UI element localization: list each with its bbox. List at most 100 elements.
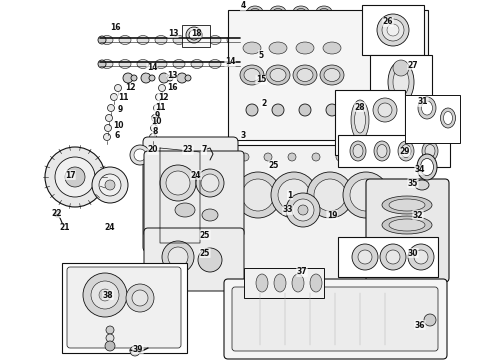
Text: 27: 27 [408, 60, 418, 69]
Circle shape [55, 157, 95, 197]
Ellipse shape [244, 68, 260, 81]
Text: 11: 11 [155, 103, 165, 112]
Ellipse shape [292, 274, 304, 292]
Text: 8: 8 [152, 126, 158, 135]
Circle shape [336, 153, 344, 161]
Circle shape [115, 85, 122, 91]
Text: 39: 39 [133, 345, 143, 354]
Text: 16: 16 [110, 23, 120, 32]
Circle shape [160, 165, 196, 201]
Circle shape [408, 244, 434, 270]
Ellipse shape [353, 144, 363, 158]
Circle shape [235, 172, 281, 218]
Ellipse shape [209, 36, 221, 45]
Circle shape [272, 104, 284, 116]
Circle shape [83, 273, 127, 317]
Circle shape [198, 248, 222, 272]
Text: 4: 4 [241, 1, 245, 10]
Ellipse shape [323, 42, 341, 54]
Ellipse shape [382, 259, 432, 277]
Circle shape [126, 284, 154, 312]
Ellipse shape [240, 65, 264, 85]
Ellipse shape [191, 59, 203, 68]
Circle shape [105, 180, 115, 190]
Circle shape [201, 174, 219, 192]
Ellipse shape [119, 59, 131, 68]
Circle shape [132, 290, 148, 306]
FancyBboxPatch shape [366, 179, 449, 282]
Text: 6: 6 [114, 131, 120, 140]
Circle shape [168, 247, 188, 267]
Ellipse shape [389, 262, 425, 274]
Text: 32: 32 [413, 211, 423, 220]
Ellipse shape [354, 107, 366, 133]
Bar [338, 237, 438, 277]
Circle shape [159, 73, 169, 83]
Text: 11: 11 [118, 93, 128, 102]
Ellipse shape [209, 59, 221, 68]
Circle shape [382, 19, 404, 41]
Text: 15: 15 [256, 76, 266, 85]
Text: 7: 7 [201, 145, 207, 154]
Circle shape [149, 75, 155, 81]
Ellipse shape [388, 61, 414, 103]
Text: 10: 10 [151, 117, 161, 126]
Circle shape [326, 104, 338, 116]
FancyBboxPatch shape [144, 151, 244, 237]
Ellipse shape [418, 97, 436, 119]
Text: 13: 13 [167, 71, 177, 80]
Circle shape [103, 134, 111, 140]
Circle shape [65, 167, 85, 187]
Ellipse shape [297, 68, 313, 81]
Circle shape [350, 179, 382, 211]
Ellipse shape [273, 9, 283, 15]
Bar [228, 145, 428, 295]
Ellipse shape [382, 239, 432, 257]
Circle shape [242, 179, 274, 211]
Text: 17: 17 [65, 171, 75, 180]
Circle shape [393, 60, 409, 76]
Circle shape [241, 153, 249, 161]
Circle shape [299, 104, 311, 116]
Circle shape [278, 179, 310, 211]
Circle shape [149, 134, 156, 140]
Circle shape [424, 314, 436, 326]
Bar [228, 10, 428, 140]
Circle shape [360, 153, 368, 161]
Ellipse shape [350, 141, 366, 161]
Circle shape [271, 172, 317, 218]
Ellipse shape [389, 199, 425, 211]
Ellipse shape [266, 65, 290, 85]
Ellipse shape [377, 144, 387, 158]
Text: 22: 22 [52, 208, 62, 217]
Circle shape [286, 193, 320, 227]
Text: 2: 2 [261, 99, 267, 108]
Ellipse shape [175, 203, 195, 217]
Circle shape [134, 149, 146, 161]
Circle shape [307, 172, 353, 218]
Circle shape [131, 75, 137, 81]
Circle shape [314, 179, 346, 211]
Circle shape [288, 153, 296, 161]
Circle shape [408, 153, 416, 161]
Circle shape [185, 75, 191, 81]
Circle shape [246, 104, 258, 116]
Text: 35: 35 [408, 179, 418, 188]
Ellipse shape [316, 6, 332, 18]
Circle shape [158, 85, 166, 91]
Ellipse shape [319, 9, 329, 15]
Circle shape [111, 94, 118, 100]
Circle shape [98, 36, 106, 44]
Ellipse shape [401, 144, 411, 158]
Ellipse shape [155, 59, 167, 68]
Ellipse shape [155, 36, 167, 45]
Circle shape [292, 199, 314, 221]
Ellipse shape [191, 36, 203, 45]
Circle shape [99, 289, 111, 301]
Bar [182, 25, 210, 47]
Ellipse shape [293, 6, 309, 18]
Circle shape [105, 114, 113, 122]
Ellipse shape [398, 141, 414, 161]
Text: 34: 34 [415, 166, 425, 175]
Ellipse shape [227, 59, 239, 68]
